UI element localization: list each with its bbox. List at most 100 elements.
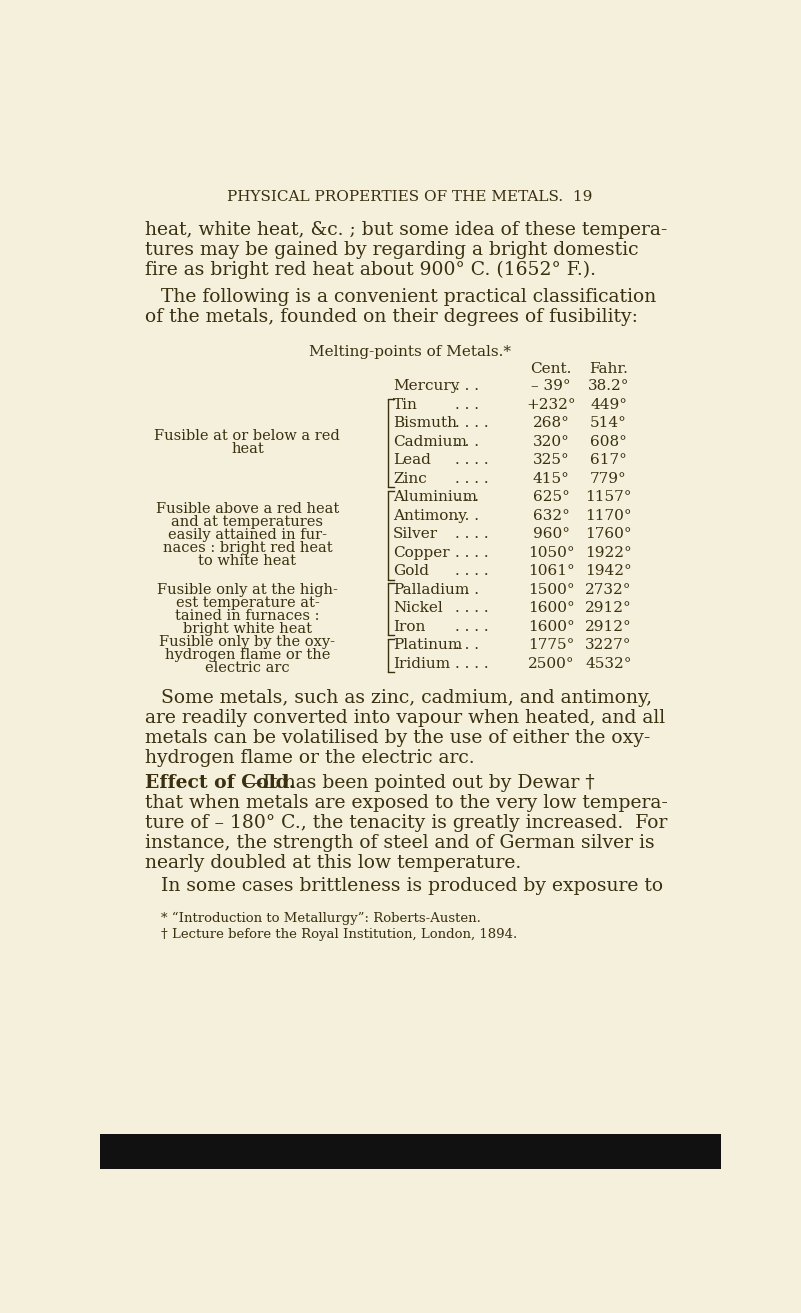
Text: 1775°: 1775° — [528, 638, 574, 653]
Text: Palladium: Palladium — [393, 583, 469, 596]
Text: heat, white heat, &c. ; but some idea of these tempera-: heat, white heat, &c. ; but some idea of… — [145, 221, 667, 239]
Text: In some cases brittleness is produced by exposure to: In some cases brittleness is produced by… — [160, 877, 662, 894]
Text: hydrogen flame or the: hydrogen flame or the — [165, 649, 330, 662]
Text: est temperature at-: est temperature at- — [175, 596, 320, 609]
Text: 1050°: 1050° — [528, 546, 574, 559]
Text: fire as bright red heat about 900° C. (1652° F.).: fire as bright red heat about 900° C. (1… — [145, 261, 596, 278]
Text: . . .: . . . — [455, 398, 479, 412]
Text: Bismuth: Bismuth — [393, 416, 457, 431]
Text: Iridium: Iridium — [393, 656, 450, 671]
Text: * “Introduction to Metallurgy”: Roberts-Austen.: * “Introduction to Metallurgy”: Roberts-… — [160, 913, 481, 926]
Text: . . .: . . . — [455, 638, 479, 653]
Text: are readily converted into vapour when heated, and all: are readily converted into vapour when h… — [145, 709, 665, 727]
Text: hydrogen flame or the electric arc.: hydrogen flame or the electric arc. — [145, 748, 475, 767]
Text: 320°: 320° — [533, 435, 570, 449]
Text: of the metals, founded on their degrees of fusibility:: of the metals, founded on their degrees … — [145, 309, 638, 327]
Text: Tin: Tin — [393, 398, 418, 412]
Text: metals can be volatilised by the use of either the oxy-: metals can be volatilised by the use of … — [145, 729, 650, 747]
Text: 325°: 325° — [533, 453, 570, 467]
Text: . . . .: . . . . — [455, 656, 489, 671]
Text: 2912°: 2912° — [586, 601, 632, 614]
Text: 1061°: 1061° — [528, 565, 574, 578]
Text: The following is a convenient practical classification: The following is a convenient practical … — [160, 289, 656, 306]
Text: – 39°: – 39° — [531, 379, 571, 394]
Text: 617°: 617° — [590, 453, 627, 467]
Text: 1922°: 1922° — [586, 546, 632, 559]
Text: † Lecture before the Royal Institution, London, 1894.: † Lecture before the Royal Institution, … — [160, 927, 517, 940]
Text: electric arc: electric arc — [205, 662, 290, 675]
Text: 779°: 779° — [590, 471, 627, 486]
Text: 1760°: 1760° — [586, 527, 632, 541]
Bar — [100, 1134, 721, 1169]
Text: Platinum: Platinum — [393, 638, 462, 653]
Text: 2500°: 2500° — [528, 656, 574, 671]
Text: Melting-points of Metals.*: Melting-points of Metals.* — [309, 345, 511, 360]
Text: 1942°: 1942° — [586, 565, 632, 578]
Text: 38.2°: 38.2° — [588, 379, 630, 394]
Text: 1600°: 1600° — [528, 601, 574, 614]
Text: 415°: 415° — [533, 471, 570, 486]
Text: . . . .: . . . . — [455, 565, 489, 578]
Text: PHYSICAL PROPERTIES OF THE METALS.  19: PHYSICAL PROPERTIES OF THE METALS. 19 — [227, 190, 593, 204]
Text: . . .: . . . — [455, 379, 479, 394]
Text: that when metals are exposed to the very low tempera-: that when metals are exposed to the very… — [145, 793, 668, 811]
Text: Fahr.: Fahr. — [589, 362, 628, 377]
Text: ture of – 180° C., the tenacity is greatly increased.  For: ture of – 180° C., the tenacity is great… — [145, 814, 667, 831]
Text: Gold: Gold — [393, 565, 429, 578]
Text: Mercury: Mercury — [393, 379, 460, 394]
Text: +232°: +232° — [526, 398, 576, 412]
Text: 1500°: 1500° — [528, 583, 574, 596]
Text: Some metals, such as zinc, cadmium, and antimony,: Some metals, such as zinc, cadmium, and … — [160, 689, 652, 706]
Text: . . .: . . . — [455, 508, 479, 523]
Text: —It has been pointed out by Dewar †: —It has been pointed out by Dewar † — [244, 773, 595, 792]
Text: easily attained in fur-: easily attained in fur- — [168, 528, 327, 542]
Text: 449°: 449° — [590, 398, 627, 412]
Text: nearly doubled at this low temperature.: nearly doubled at this low temperature. — [145, 853, 521, 872]
Text: Lead: Lead — [393, 453, 431, 467]
Text: Silver: Silver — [393, 527, 438, 541]
Text: 3227°: 3227° — [586, 638, 632, 653]
Text: 608°: 608° — [590, 435, 627, 449]
Text: . . .: . . . — [455, 583, 479, 596]
Text: 632°: 632° — [533, 508, 570, 523]
Text: . . . .: . . . . — [455, 527, 489, 541]
Text: and at temperatures: and at temperatures — [171, 515, 324, 529]
Text: instance, the strength of steel and of German silver is: instance, the strength of steel and of G… — [145, 834, 654, 852]
Text: 2732°: 2732° — [586, 583, 632, 596]
Text: 268°: 268° — [533, 416, 570, 431]
Text: Effect of Cold.: Effect of Cold. — [145, 773, 296, 792]
Text: Iron: Iron — [393, 620, 425, 634]
Text: Fusible above a red heat: Fusible above a red heat — [155, 502, 339, 516]
Text: Copper: Copper — [393, 546, 449, 559]
Text: Aluminium: Aluminium — [393, 490, 477, 504]
Text: to white heat: to white heat — [199, 554, 296, 569]
Text: bright white heat: bright white heat — [183, 622, 312, 635]
Text: Nickel: Nickel — [393, 601, 443, 614]
Text: . . . .: . . . . — [455, 453, 489, 467]
Text: 4532°: 4532° — [586, 656, 632, 671]
Text: 2912°: 2912° — [586, 620, 632, 634]
Text: 1600°: 1600° — [528, 620, 574, 634]
Text: Fusible only at the high-: Fusible only at the high- — [157, 583, 338, 596]
Text: tures may be gained by regarding a bright domestic: tures may be gained by regarding a brigh… — [145, 240, 638, 259]
Text: Antimony: Antimony — [393, 508, 467, 523]
Text: . . . .: . . . . — [455, 416, 489, 431]
Text: . . . .: . . . . — [455, 620, 489, 634]
Text: . . . .: . . . . — [455, 546, 489, 559]
Text: 1170°: 1170° — [586, 508, 632, 523]
Text: . . .: . . . — [455, 490, 479, 504]
Text: Cadmium: Cadmium — [393, 435, 467, 449]
Text: . . . .: . . . . — [455, 601, 489, 614]
Text: . . .: . . . — [455, 435, 479, 449]
Text: 1157°: 1157° — [586, 490, 632, 504]
Text: Zinc: Zinc — [393, 471, 427, 486]
Text: Fusible only by the oxy-: Fusible only by the oxy- — [159, 635, 336, 649]
Text: Cent.: Cent. — [530, 362, 572, 377]
Text: heat: heat — [231, 442, 264, 457]
Text: naces : bright red heat: naces : bright red heat — [163, 541, 332, 555]
Text: tained in furnaces :: tained in furnaces : — [175, 609, 320, 622]
Text: Fusible at or below a red: Fusible at or below a red — [155, 429, 340, 444]
Text: 960°: 960° — [533, 527, 570, 541]
Text: . . . .: . . . . — [455, 471, 489, 486]
Text: 514°: 514° — [590, 416, 627, 431]
